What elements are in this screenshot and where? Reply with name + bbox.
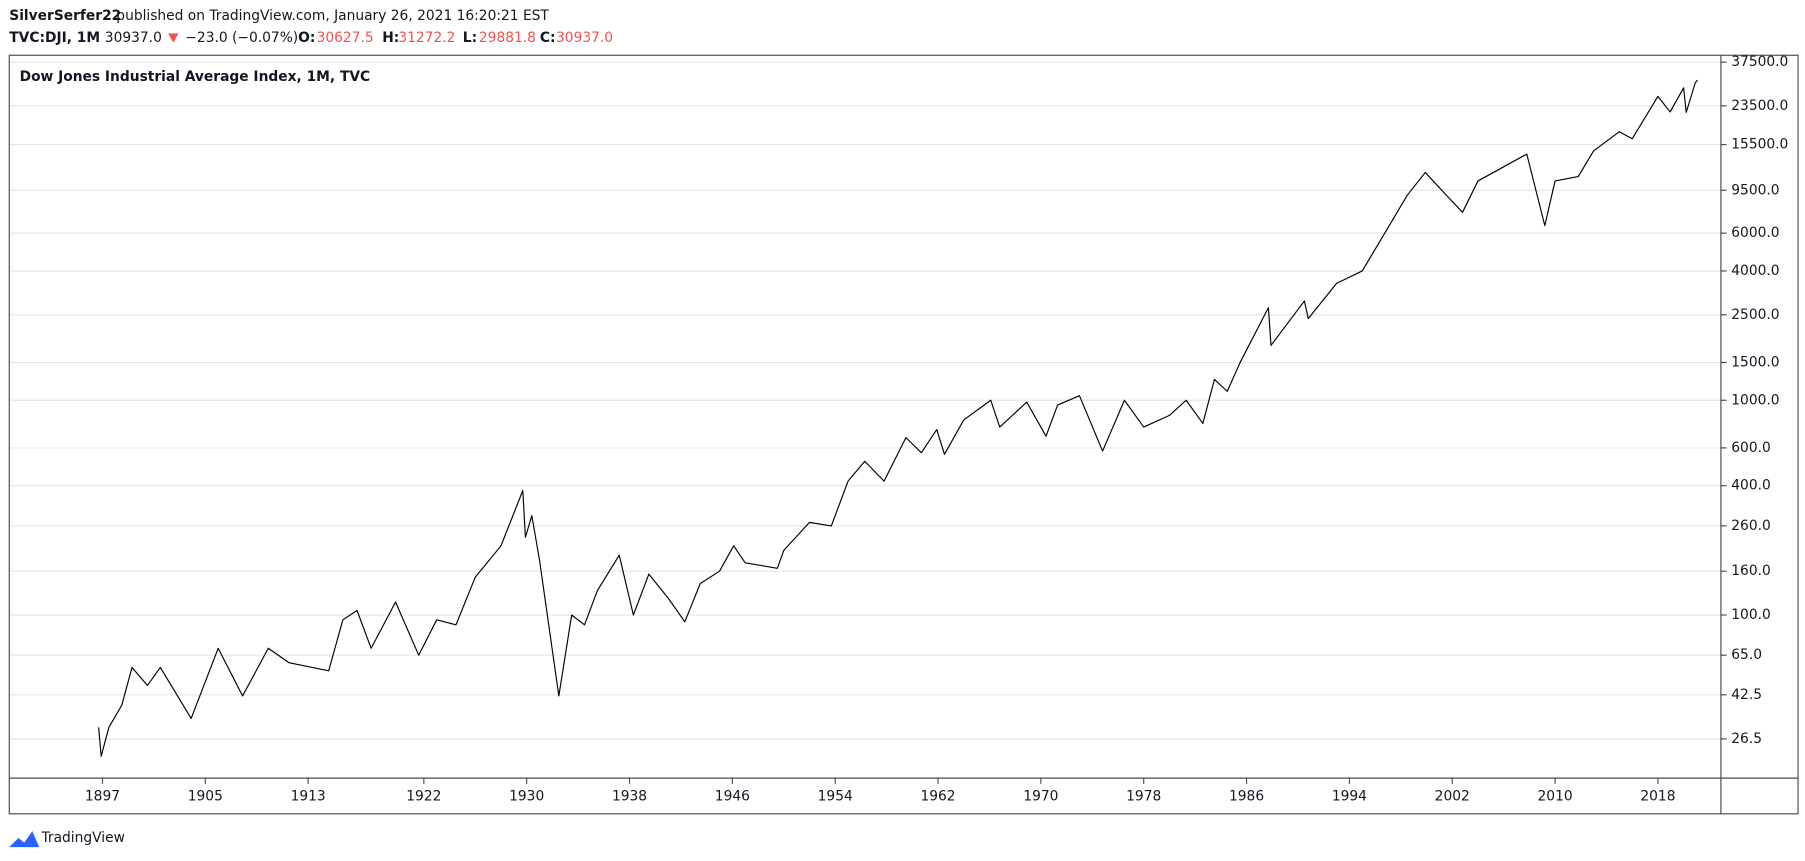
x-tick-label: 2002 (1435, 789, 1470, 805)
x-tick-label: 2010 (1538, 789, 1573, 805)
brand: TradingView (41, 830, 125, 846)
y-tick-label: 4000.0 (1731, 263, 1779, 279)
y-tick-label: 600.0 (1731, 440, 1771, 456)
x-tick-label: 1913 (291, 789, 326, 805)
close: 30937.0 (556, 30, 613, 46)
open: 30627.5 (317, 30, 374, 46)
y-tick-label: 400.0 (1731, 478, 1771, 494)
y-tick-label: 100.0 (1731, 607, 1771, 623)
y-tick-label: 26.5 (1731, 731, 1762, 747)
y-tick-label: 23500.0 (1731, 98, 1788, 114)
published: published on TradingView.com, January 26… (116, 8, 549, 24)
grid (9, 61, 1721, 740)
x-tick-label: 1962 (920, 789, 955, 805)
last-price: 30937.0 (105, 30, 162, 46)
x-tick-label: 1930 (509, 789, 544, 805)
close-label: C: (540, 30, 556, 46)
y-tick-label: 2500.0 (1731, 307, 1779, 323)
y-tick-label: 1000.0 (1731, 392, 1779, 408)
x-tick-label: 1970 (1023, 789, 1058, 805)
frame (8, 54, 1799, 815)
down-arrow (168, 33, 179, 43)
high: 31272.2 (398, 30, 455, 46)
price-line (98, 79, 1698, 757)
chart-title: Dow Jones Industrial Average Index, 1M, … (20, 69, 371, 85)
y-tick-label: 9500.0 (1731, 182, 1779, 198)
change: −23.0 (−0.07%) (185, 30, 298, 46)
x-tick-label: 1986 (1229, 789, 1264, 805)
author: SilverSerfer22 (9, 8, 121, 24)
x-tick-label: 1946 (715, 789, 750, 805)
y-tick-label: 6000.0 (1731, 225, 1779, 241)
y-tick-label: 65.0 (1731, 647, 1762, 663)
low: 29881.8 (479, 30, 536, 46)
y-tick-label: 42.5 (1731, 687, 1762, 703)
x-tick-label: 1978 (1126, 789, 1161, 805)
x-tick-label: 1994 (1332, 789, 1367, 805)
x-tick-label: 1922 (406, 789, 441, 805)
y-tick-label: 37500.0 (1731, 54, 1788, 70)
x-tick-label: 1954 (818, 789, 853, 805)
y-tick-label: 260.0 (1731, 518, 1771, 534)
low-label: L: (463, 30, 477, 46)
y-tick-label: 160.0 (1731, 563, 1771, 579)
x-tick-label: 1897 (85, 789, 120, 805)
x-tick-label: 1938 (612, 789, 647, 805)
y-tick-label: 15500.0 (1731, 137, 1788, 153)
brand-logo (9, 831, 40, 848)
x-tick-label: 2018 (1640, 789, 1675, 805)
y-tick-label: 1500.0 (1731, 354, 1779, 370)
x-tick-label: 1905 (188, 789, 223, 805)
symbol: TVC:DJI, 1M (9, 30, 100, 46)
open-label: O: (298, 30, 315, 46)
high-label: H: (382, 30, 399, 46)
